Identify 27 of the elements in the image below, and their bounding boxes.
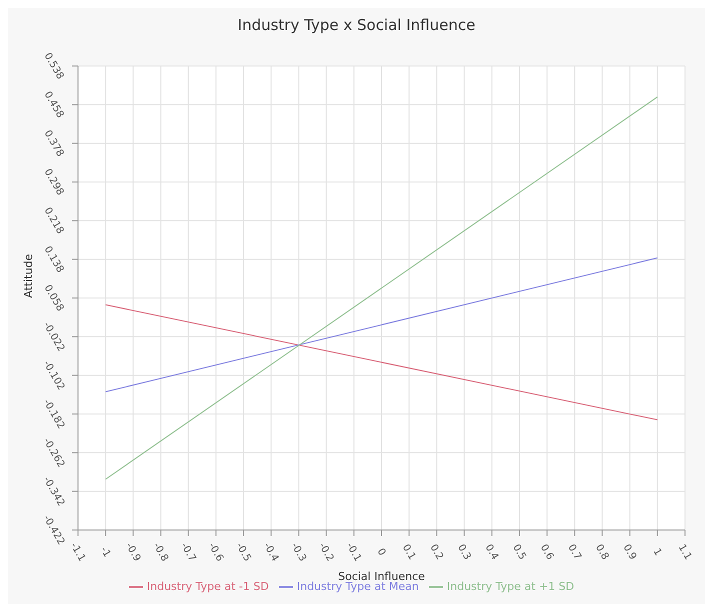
x-tick-label: 1.1 [676, 542, 694, 562]
x-tick-label: 0.1 [400, 542, 418, 562]
x-tick-label: 0.5 [510, 542, 528, 562]
x-tick-label: 0.2 [428, 542, 445, 562]
x-tick-label: -0.9 [123, 541, 142, 564]
x-tick-label: 0 [374, 546, 388, 558]
legend-label: Industry Type at +1 SD [446, 580, 574, 594]
x-tick-label: 0.6 [538, 542, 556, 562]
legend-label: Industry Type at Mean [296, 580, 419, 594]
x-tick-label: -1 [98, 545, 112, 560]
x-tick-label: -0.6 [206, 541, 226, 564]
x-tick-label: -0.7 [178, 541, 198, 564]
x-tick-label: 1 [650, 546, 664, 558]
x-tick-label: -0.8 [150, 541, 170, 564]
x-tick-label: -0.5 [233, 541, 253, 564]
y-axis-title: Attitude [22, 254, 35, 298]
x-tick-label: 0.7 [565, 542, 583, 562]
x-tick-label: 0.4 [482, 542, 500, 562]
x-axis-title: Social Influence [338, 570, 426, 583]
x-tick-label: -0.2 [316, 541, 336, 564]
chart-title: Industry Type x Social Influence [236, 15, 476, 36]
legend-label: Industry Type at -1 SD [146, 580, 269, 594]
x-tick-label: 0.9 [620, 542, 638, 562]
x-tick-label: 0.8 [593, 542, 611, 562]
x-tick-label: -0.4 [261, 541, 280, 564]
x-tick-label: -0.3 [288, 541, 308, 564]
x-tick-label: 0.3 [455, 542, 473, 562]
